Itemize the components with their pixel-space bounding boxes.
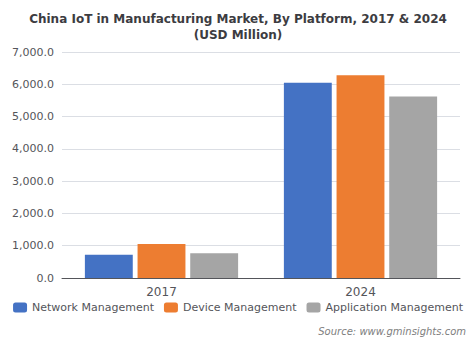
- svg-text:6,000.0: 6,000.0: [12, 78, 54, 91]
- svg-text:5,000.0: 5,000.0: [12, 110, 54, 123]
- svg-text:Application Management: Application Management: [326, 301, 464, 314]
- svg-text:Device Management: Device Management: [183, 301, 297, 314]
- svg-text:2024: 2024: [345, 285, 376, 299]
- svg-text:Source: www.gminsights.com: Source: www.gminsights.com: [318, 326, 466, 337]
- svg-text:4,000.0: 4,000.0: [12, 142, 54, 155]
- svg-text:(USD Million): (USD Million): [194, 28, 283, 42]
- svg-text:3,000.0: 3,000.0: [12, 175, 54, 188]
- svg-text:2017: 2017: [146, 285, 177, 299]
- svg-text:Network Management: Network Management: [32, 301, 155, 314]
- svg-text:0.0: 0.0: [37, 272, 55, 285]
- svg-text:China IoT in Manufacturing Mar: China IoT in Manufacturing Market, By Pl…: [29, 12, 447, 26]
- svg-text:2,000.0: 2,000.0: [12, 207, 54, 220]
- svg-text:1,000.0: 1,000.0: [12, 239, 54, 252]
- svg-text:7,000.0: 7,000.0: [12, 46, 54, 59]
